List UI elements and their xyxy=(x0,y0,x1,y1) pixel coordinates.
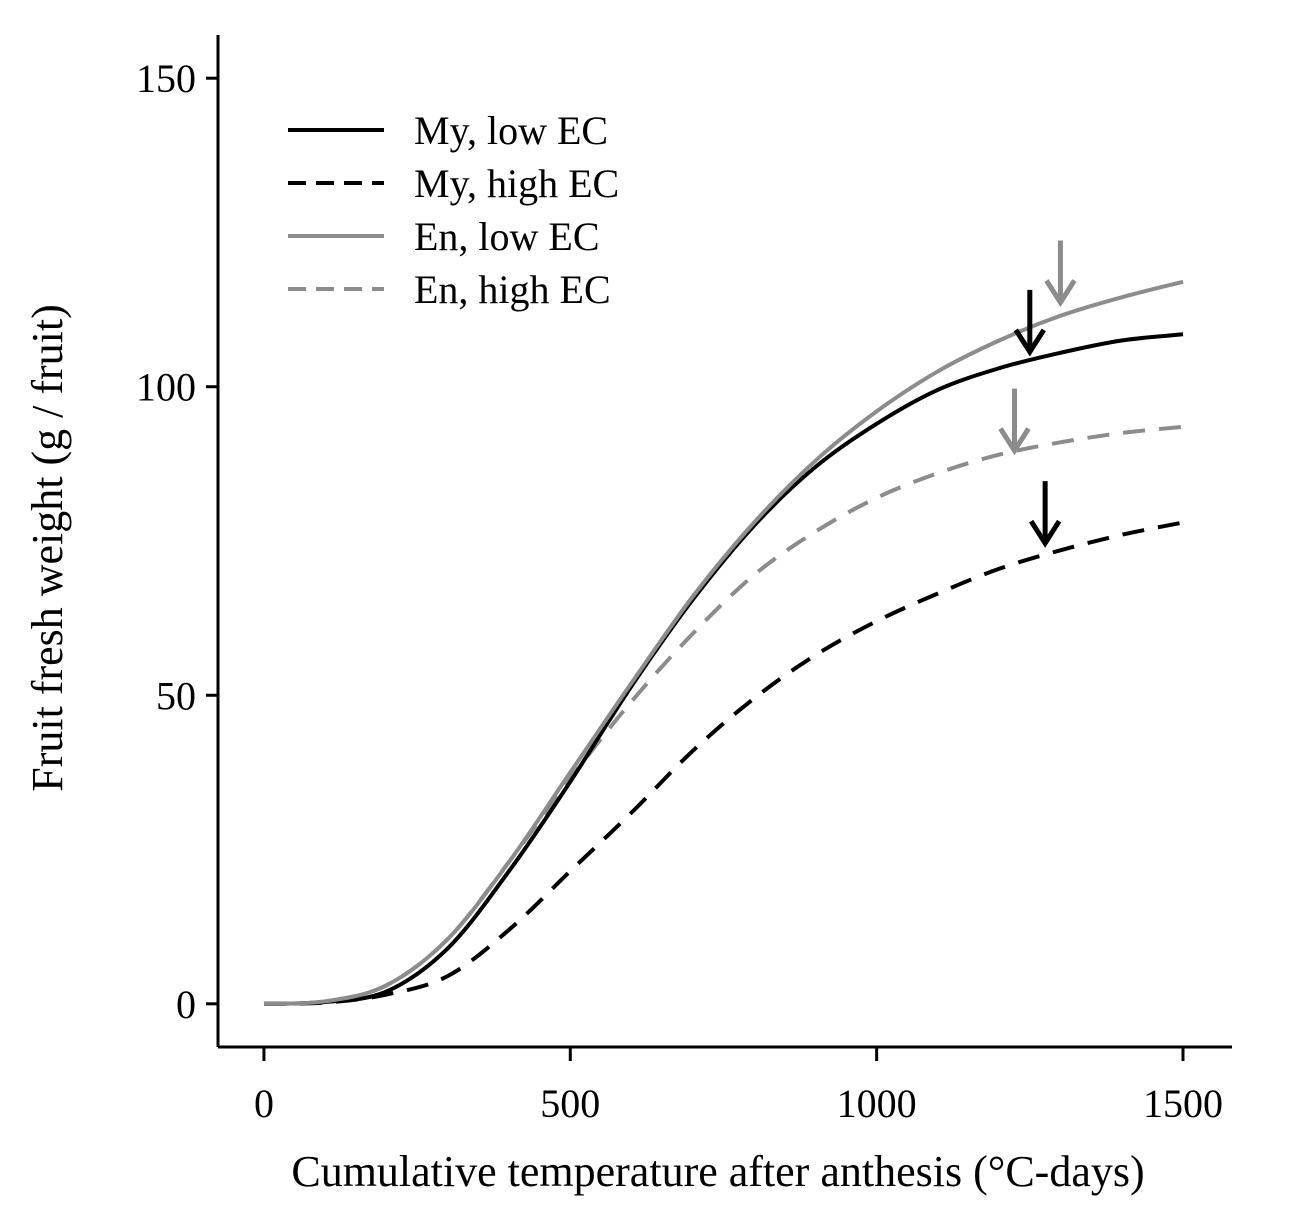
arrow-my-low-ec xyxy=(1013,289,1046,357)
x-tick-label: 500 xyxy=(540,1081,600,1126)
y-tick-label: 0 xyxy=(176,982,196,1027)
legend-label: My, low EC xyxy=(414,108,608,153)
arrow-en-low-ec xyxy=(1044,240,1077,308)
arrow-head xyxy=(1013,328,1046,357)
series-line-en-low-ec xyxy=(263,279,1184,1006)
legend-item-en-low-ec: En, low EC xyxy=(288,214,600,259)
legend-item-my-high-ec: My, high EC xyxy=(288,161,619,206)
legend-item-en-high-ec: En, high EC xyxy=(288,267,611,312)
legend-label: En, high EC xyxy=(414,267,611,312)
arrow-en-high-ec xyxy=(998,388,1031,456)
y-tick-label: 50 xyxy=(156,673,196,718)
annotation-arrows xyxy=(998,240,1077,548)
x-tick-label: 1000 xyxy=(837,1081,917,1126)
x-tick-label: 1500 xyxy=(1143,1081,1223,1126)
arrow-head xyxy=(1044,279,1077,308)
legend-label: En, low EC xyxy=(414,214,600,259)
x-axis-title: Cumulative temperature after anthesis (°… xyxy=(291,1147,1144,1196)
legend-label: My, high EC xyxy=(414,161,619,206)
legend: My, low EC My, high EC En, low EC En, high … xyxy=(288,108,619,312)
series-line-my-high-ec xyxy=(263,520,1184,1006)
y-tick-label: 100 xyxy=(136,365,196,410)
arrow-my-high-ec xyxy=(1029,481,1062,548)
series-layer xyxy=(263,279,1184,1006)
y-axis-title: Fruit fresh weight (g / fruit) xyxy=(23,304,72,792)
x-tick-label: 0 xyxy=(254,1081,274,1126)
arrow-head xyxy=(998,427,1031,456)
y-tick-label: 150 xyxy=(136,56,196,101)
arrow-head xyxy=(1029,519,1062,548)
legend-item-my-low-ec: My, low EC xyxy=(288,108,608,153)
